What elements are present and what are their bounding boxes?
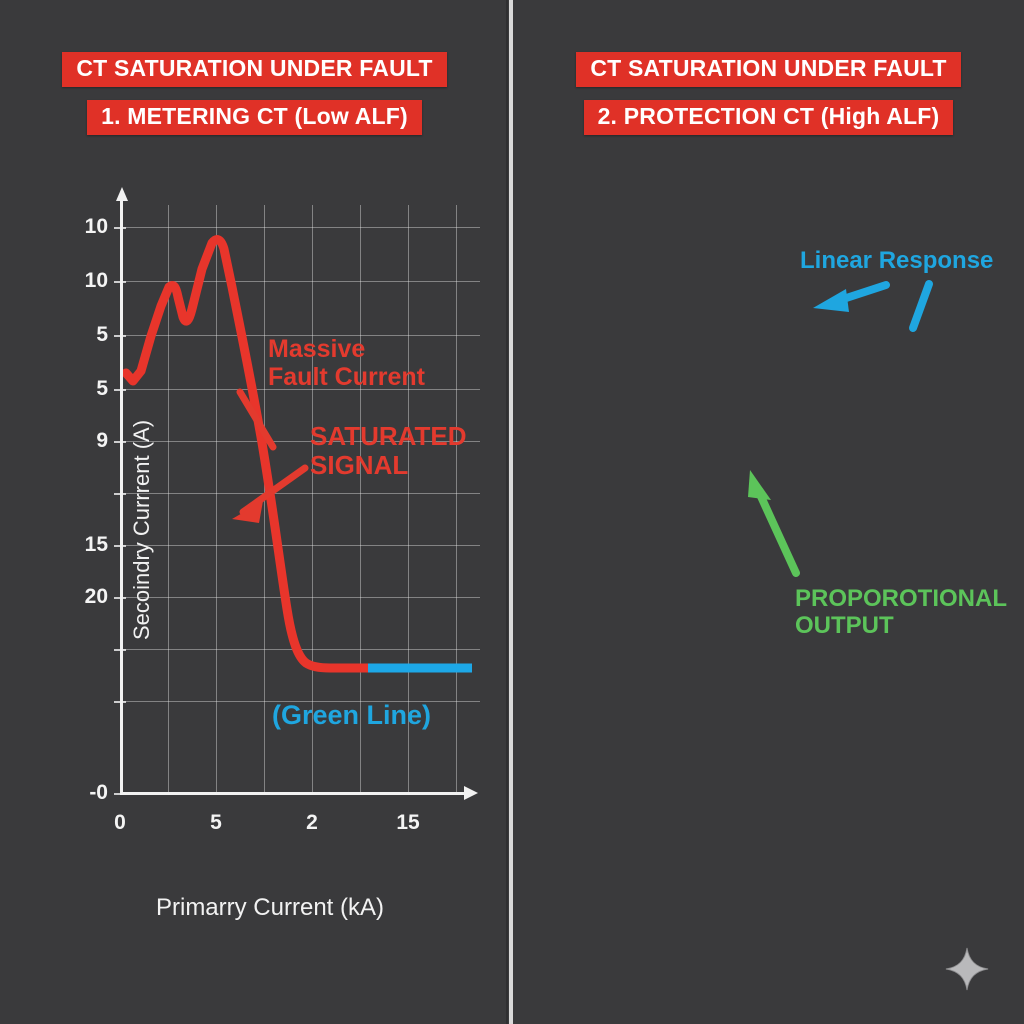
left-curve-layer (121, 235, 472, 673)
left-xtick-label-0: 0 (114, 811, 126, 834)
left-x-axis-title: Primarry Current (kA) (155, 894, 384, 921)
annotation-linear-response: Linear Response (800, 247, 994, 274)
left-red-curve (121, 235, 373, 673)
annotation-massive-fault-current: Massive Fault Current (268, 335, 425, 391)
left-chart: Secoindry Currrent (A) Primarry Current … (60, 187, 480, 921)
left-ytick-label-5: 15 (84, 533, 108, 556)
left-x-axis (120, 786, 478, 800)
left-y-axis (116, 187, 128, 795)
left-ytick-label-4: 9 (96, 429, 108, 452)
annotation-proportional-output: PROPOROTIONAL OUTPUT (795, 585, 1008, 639)
panel-divider (506, 0, 513, 1024)
left-plot-area: 10 10 5 5 9 15 20 -0 0 5 2 15 (85, 187, 480, 834)
right-arrow-layer (748, 280, 933, 577)
left-ytick-label-3: 5 (96, 377, 108, 400)
left-xtick-label-2: 2 (306, 811, 318, 834)
panel-metering-ct: CT SATURATION UNDER FAULT 1. METERING CT… (0, 0, 509, 1024)
left-title-block: CT SATURATION UNDER FAULT 1. METERING CT… (0, 52, 509, 135)
left-x-axis-arrow (464, 786, 478, 800)
left-ytick-label-7: -0 (89, 781, 108, 804)
left-xtick-label-1: 5 (210, 811, 222, 834)
annotation-green-line: (Green Line) (272, 700, 432, 730)
linear-response-arrow-shaft (827, 281, 890, 307)
right-title-block: CT SATURATION UNDER FAULT 2. PROTECTION … (513, 52, 1024, 135)
left-title-primary: CT SATURATION UNDER FAULT (62, 52, 447, 87)
left-title-secondary: 1. METERING CT (Low ALF) (87, 100, 422, 135)
left-ytick-label-6: 20 (84, 585, 108, 608)
left-xtick-label-3: 15 (396, 811, 420, 834)
panel-protection-ct: CT SATURATION UNDER FAULT 2. PROTECTION … (513, 0, 1024, 1024)
right-title-primary: CT SATURATION UNDER FAULT (576, 52, 961, 87)
left-ytick-label-0: 10 (84, 215, 108, 238)
left-y-axis-arrow (116, 187, 128, 201)
linear-response-tick-line (909, 280, 933, 332)
right-title-secondary: 2. PROTECTION CT (High ALF) (583, 100, 954, 135)
annotation-saturated-signal: SATURATED SIGNAL (310, 421, 467, 481)
sparkle-icon (945, 947, 989, 991)
left-ytick-label-1: 10 (84, 269, 108, 292)
proportional-output-arrow-shaft (754, 486, 800, 577)
linear-response-arrow-head (813, 289, 849, 312)
left-ytick-label-2: 5 (96, 323, 108, 346)
proportional-output-arrow-head (748, 470, 771, 500)
